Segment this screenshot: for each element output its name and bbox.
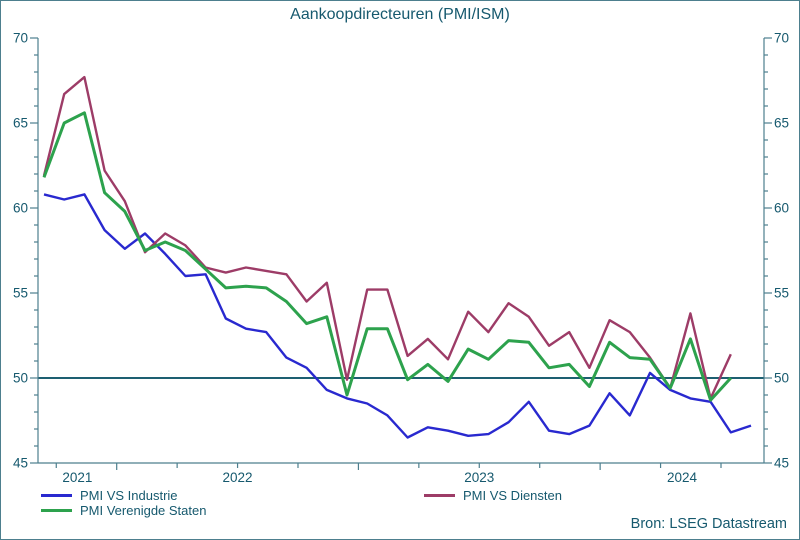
legend-label-diensten: PMI VS Diensten [463, 488, 562, 503]
y-axis-label-right: 50 [774, 371, 789, 386]
series-line-pmi-vs-diensten [42, 75, 732, 400]
legend-swatch-industrie [41, 494, 72, 497]
legend-label-verenigde-staten: PMI Verenigde Staten [80, 503, 207, 518]
legend-swatch-verenigde-staten [41, 509, 72, 512]
y-axis-label-right: 60 [774, 201, 789, 216]
y-axis-label-right: 70 [774, 31, 789, 46]
x-axis-year-label: 2022 [223, 470, 253, 485]
chart-title: Aankoopdirecteuren (PMI/ISM) [290, 6, 510, 23]
y-axis-label-right: 55 [774, 286, 789, 301]
y-axis-label-right: 65 [774, 116, 789, 131]
series-line-pmi-vs-industrie [43, 193, 752, 439]
legend-item-diensten: PMI VS Diensten [424, 488, 562, 503]
y-axis-label-left: 50 [13, 371, 28, 386]
y-axis-label-left: 45 [13, 456, 28, 471]
source-note: Bron: LSEG Datastream [630, 516, 787, 532]
legend-item-verenigde-staten: PMI Verenigde Staten [41, 503, 206, 518]
legend-swatch-diensten [424, 494, 455, 497]
y-axis-label-left: 60 [13, 201, 28, 216]
y-axis-label-left: 55 [13, 286, 28, 301]
y-axis-label-right: 45 [774, 456, 789, 471]
legend-label-industrie: PMI VS Industrie [80, 488, 178, 503]
x-axis-year-label: 2021 [62, 470, 92, 485]
series-line-pmi-verenigde-staten [42, 111, 732, 402]
y-axis-label-left: 70 [13, 31, 28, 46]
x-axis-year-label: 2023 [464, 470, 494, 485]
legend-item-industrie: PMI VS Industrie [41, 488, 178, 503]
y-axis-label-left: 65 [13, 116, 28, 131]
x-axis-year-label: 2024 [667, 470, 698, 485]
